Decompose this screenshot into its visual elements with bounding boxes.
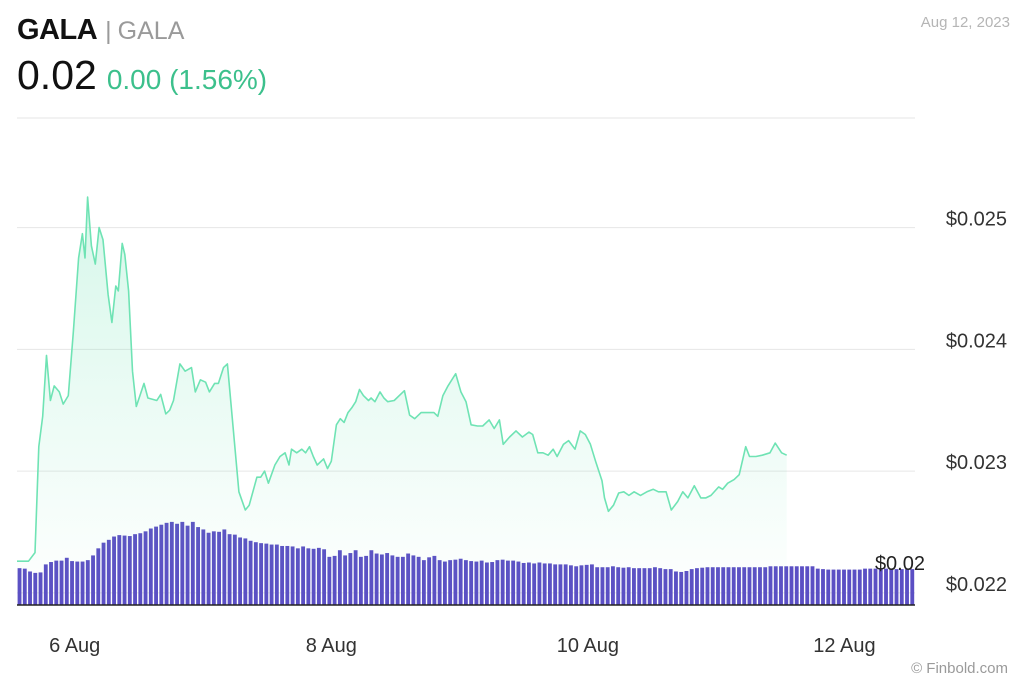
- volume-bar: [821, 569, 825, 605]
- volume-bar: [889, 569, 894, 605]
- price-line: [17, 196, 788, 562]
- volume-bar: [894, 569, 899, 605]
- volume-bar: [826, 569, 831, 605]
- volume-bar: [810, 566, 815, 605]
- volume-bar: [905, 569, 909, 605]
- price-change: 0.00 (1.56%): [106, 64, 268, 95]
- ticker-separator: |: [105, 17, 112, 45]
- header: GALA | GALA 0.02 0.00 (1.56%): [17, 14, 267, 99]
- volume-bar: [878, 568, 883, 605]
- volume-bar: [910, 569, 915, 605]
- volume-bar: [789, 566, 794, 605]
- volume-bar: [842, 569, 846, 605]
- y-tick-label: $0.022: [946, 574, 1007, 596]
- volume-bar: [873, 568, 878, 605]
- ticker-row: GALA | GALA: [17, 14, 267, 48]
- volume-bar: [847, 569, 852, 605]
- price-row: 0.02 0.00 (1.56%): [17, 52, 267, 99]
- y-tick-label: $0.025: [946, 209, 1007, 231]
- ticker-symbol: GALA: [17, 14, 98, 46]
- volume-bar: [800, 566, 804, 605]
- y-tick-label: $0.023: [946, 452, 1007, 474]
- chart-date: Aug 12, 2023: [920, 14, 1010, 31]
- x-tick-label: 6 Aug: [49, 635, 100, 657]
- volume-bar: [899, 569, 904, 605]
- last-value-label: $0.02: [875, 553, 925, 575]
- volume-bar: [863, 568, 867, 605]
- footer-credit: © Finbold.com: [911, 660, 1008, 677]
- asset-name: GALA: [117, 17, 185, 45]
- volume-bar: [815, 568, 820, 605]
- volume-bar: [868, 568, 873, 605]
- price-area: [17, 197, 787, 605]
- current-price: 0.02: [17, 52, 97, 98]
- volume-bar: [794, 566, 799, 605]
- y-axis: $0.025 $0.024 $0.023 $0.022: [946, 209, 1007, 596]
- volume-bar: [805, 566, 810, 605]
- y-tick-label: $0.024: [946, 330, 1007, 352]
- x-tick-label: 10 Aug: [557, 635, 619, 657]
- volume-bar: [884, 568, 888, 605]
- x-axis: 6 Aug 8 Aug 10 Aug 12 Aug: [49, 635, 875, 657]
- volume-bar: [857, 569, 862, 605]
- volume-bar: [852, 569, 857, 605]
- x-tick-label: 8 Aug: [306, 635, 357, 657]
- volume-bar: [831, 569, 836, 605]
- x-tick-label: 12 Aug: [813, 635, 875, 657]
- volume-bar: [836, 569, 841, 605]
